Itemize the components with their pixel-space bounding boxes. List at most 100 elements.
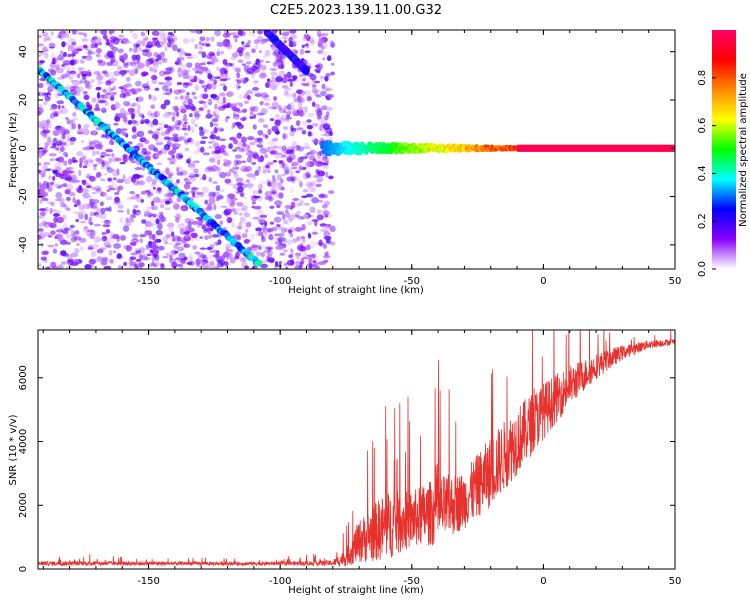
spectrogram-cell <box>283 37 288 43</box>
spectrogram-cell <box>192 110 200 114</box>
spectrogram-cell <box>305 244 311 251</box>
spectrogram-cell <box>283 249 288 253</box>
spectrogram-cell <box>155 218 160 225</box>
spectrogram-cell <box>324 115 329 121</box>
spectrogram-cell <box>59 30 67 35</box>
spectrogram-cell <box>79 162 83 168</box>
spectrogram-cell <box>292 92 297 99</box>
spectrogram-cell <box>266 161 274 166</box>
spectrogram-cell <box>50 31 54 36</box>
spectrogram-cell <box>135 46 141 52</box>
spectrogram-cell <box>125 102 131 108</box>
spectrogram-cell <box>153 111 158 118</box>
carrier-band <box>517 144 675 152</box>
spectrogram-cell <box>164 99 171 106</box>
spectrogram-cell <box>55 140 63 146</box>
spectrogram-cell <box>231 222 235 228</box>
x-tick-label: 50 <box>669 276 682 287</box>
spectrogram-cell <box>122 156 128 163</box>
spectrogram-cell <box>255 259 263 266</box>
spectrogram-cell <box>142 87 150 91</box>
spectrogram-cell <box>275 76 284 83</box>
spectrogram-cell <box>269 188 278 194</box>
spectrogram-cell <box>142 40 146 47</box>
spectrogram-cell <box>259 72 267 79</box>
spectrogram-cell <box>139 47 143 52</box>
spectrogram-cell <box>306 244 311 251</box>
spectrogram-cell <box>239 117 246 121</box>
spectrogram-cell <box>81 139 85 144</box>
spectrogram-cell <box>86 157 93 163</box>
spectrogram-cell <box>46 119 51 125</box>
spectrogram-cell <box>130 103 136 108</box>
spectrogram-cell <box>160 103 167 110</box>
spectrogram-cell <box>47 136 52 143</box>
spectrogram-cell <box>155 31 160 37</box>
spectrogram-cell <box>110 59 119 67</box>
spectrogram-cell <box>87 244 94 249</box>
spectrogram-cell <box>130 61 137 67</box>
spectrogram-cell <box>309 206 316 214</box>
spectrogram-cell <box>83 80 91 85</box>
spectrogram-cell <box>101 256 109 262</box>
spectrogram-cell <box>175 127 182 131</box>
spectrogram-cell <box>274 241 283 245</box>
spectrogram-cell <box>38 53 42 57</box>
spectrogram-cell <box>58 126 66 133</box>
spectrogram-cell <box>185 104 191 110</box>
spectrogram-cell <box>82 128 90 136</box>
spectrogram-cell <box>95 187 102 193</box>
spectrogram-cell <box>223 210 229 216</box>
spectrogram-cell <box>303 33 310 39</box>
spectrogram-cell <box>208 165 213 173</box>
spectrogram-cell <box>104 101 109 107</box>
spectrogram-cell <box>95 150 100 155</box>
spectrogram-cell <box>105 244 112 249</box>
spectrogram-cell <box>242 108 248 113</box>
spectrogram-cell <box>38 107 44 115</box>
spectrogram-cell <box>231 201 236 205</box>
spectrogram-cell <box>107 157 112 161</box>
spectrogram-cell <box>253 39 260 45</box>
spectrogram-cell <box>43 146 49 153</box>
spectrogram-cell <box>108 187 116 191</box>
spectrogram-cell <box>61 64 65 67</box>
spectrogram-cell <box>146 151 151 155</box>
spectrogram-cell <box>84 228 90 235</box>
spectrogram-cell <box>186 158 191 164</box>
spectrogram-cell <box>241 204 249 211</box>
spectrogram-cell <box>208 197 216 205</box>
spectrogram-cell <box>258 50 262 53</box>
spectrogram-cell <box>254 39 260 44</box>
spectrogram-cell <box>244 65 251 71</box>
spectrogram-cell <box>90 37 96 45</box>
spectrogram-cell <box>133 204 139 209</box>
spectrogram-cell <box>255 58 261 65</box>
spectrogram-cell <box>52 57 56 65</box>
spectrogram-cell <box>117 185 124 191</box>
spectrogram-cell <box>234 146 241 150</box>
spectrogram-cell <box>111 46 119 52</box>
spectrogram-cell <box>199 146 205 153</box>
spectrogram-cell <box>253 80 259 84</box>
spectrogram-cell <box>74 247 80 254</box>
spectrogram-cell <box>224 261 229 267</box>
spectrogram-cell <box>321 157 327 162</box>
spectrogram-cell <box>100 151 107 155</box>
spectrogram-cell <box>94 185 102 190</box>
spectrogram-cell <box>186 62 193 68</box>
spectrogram-cell <box>97 99 106 104</box>
spectrogram-cell <box>62 252 70 257</box>
spectrogram-cell <box>172 133 179 138</box>
spectrogram-cell <box>41 198 45 202</box>
spectrogram-cell <box>118 34 125 38</box>
spectrogram-cell <box>313 90 319 95</box>
spectrogram-cell <box>283 40 288 43</box>
spectrogram-cell <box>122 92 131 97</box>
spectrogram-cell <box>321 204 328 209</box>
spectrogram-cell <box>39 211 46 217</box>
colorbar-label: Normalized spectral amplitude <box>738 73 749 227</box>
spectrogram-cell <box>286 71 292 79</box>
spectrogram-cell <box>130 113 135 120</box>
